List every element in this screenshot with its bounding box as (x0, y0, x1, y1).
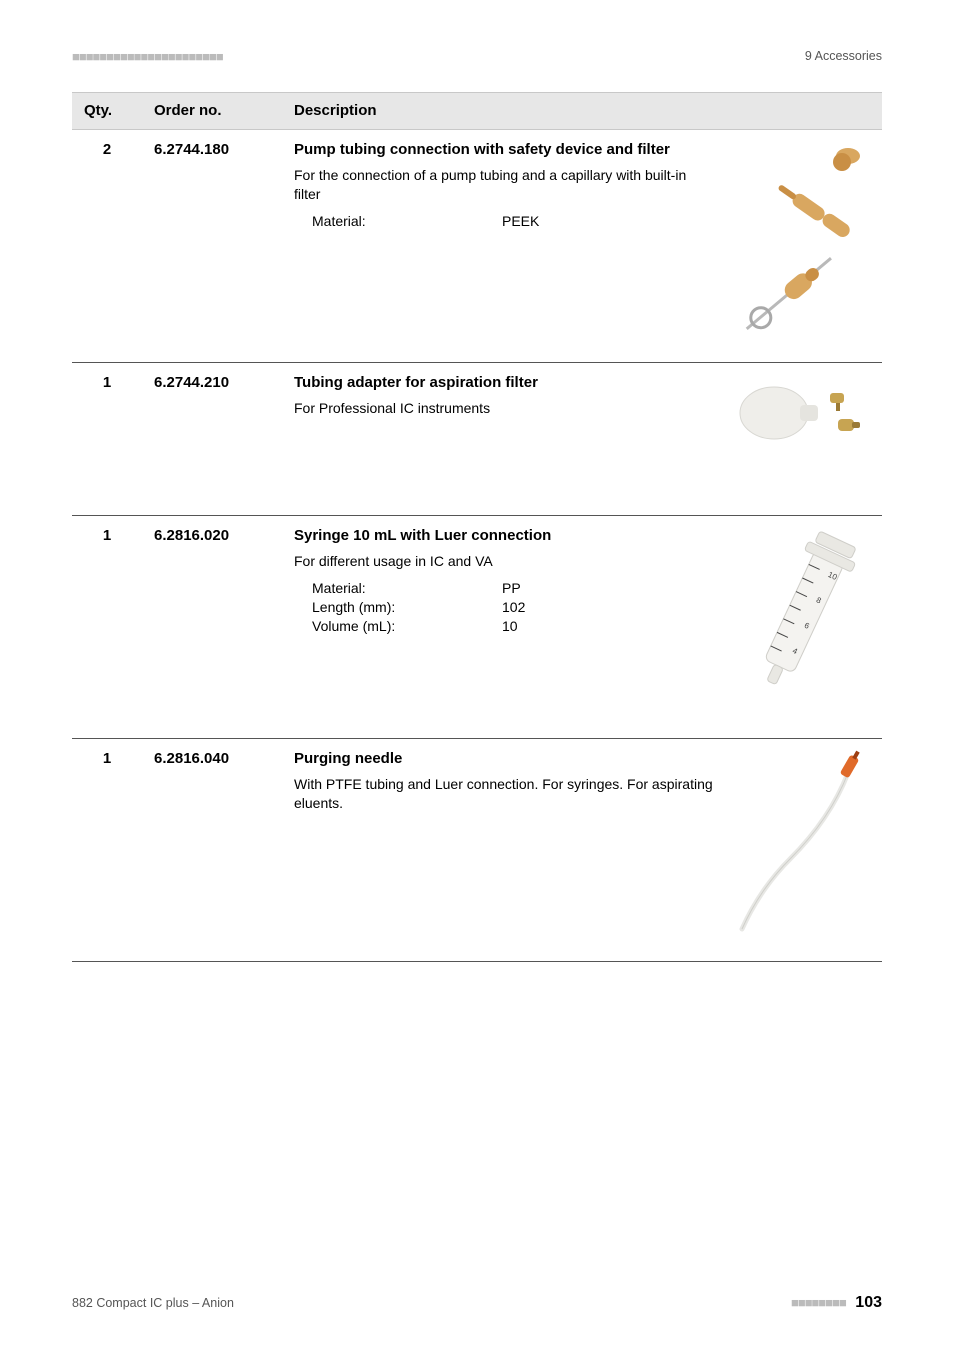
spec-val: PP (502, 579, 521, 598)
page-footer: 882 Compact IC plus – Anion ■■■■■■■■ 103 (72, 1292, 882, 1314)
item-image: 10 8 6 4 (730, 526, 870, 716)
accessories-table: Qty. Order no. Description 2 6.2744.180 … (72, 92, 882, 962)
col-order: Order no. (142, 92, 282, 129)
item-image (730, 140, 870, 340)
item-image (730, 373, 870, 493)
qty-cell: 1 (72, 515, 142, 738)
footer-page: 103 (855, 1294, 882, 1311)
item-image (730, 749, 870, 939)
table-row: 1 6.2816.040 Purging needle With PTFE tu… (72, 738, 882, 961)
spec-key: Material: (312, 212, 502, 231)
item-title: Tubing adapter for aspiration filter (294, 373, 714, 393)
spec-val: PEEK (502, 212, 539, 231)
order-cell: 6.2744.210 (142, 362, 282, 515)
table-row: 1 6.2744.210 Tubing adapter for aspirati… (72, 362, 882, 515)
spec-line: Volume (mL): 10 (312, 617, 714, 636)
item-body: For the connection of a pump tubing and … (294, 166, 714, 204)
item-body: For Professional IC instruments (294, 399, 714, 418)
spec-val: 102 (502, 598, 525, 617)
item-title: Pump tubing connection with safety devic… (294, 140, 714, 160)
spec-key: Length (mm): (312, 598, 502, 617)
item-title: Syringe 10 mL with Luer connection (294, 526, 714, 546)
spec-line: Material: PEEK (312, 212, 714, 231)
qty-cell: 2 (72, 129, 142, 362)
order-cell: 6.2744.180 (142, 129, 282, 362)
col-desc: Description (282, 92, 882, 129)
spec-key: Material: (312, 579, 502, 598)
item-body: For different usage in IC and VA (294, 552, 714, 571)
spec-line: Length (mm): 102 (312, 598, 714, 617)
spec-key: Volume (mL): (312, 617, 502, 636)
qty-cell: 1 (72, 738, 142, 961)
order-cell: 6.2816.020 (142, 515, 282, 738)
table-row: 2 6.2744.180 Pump tubing connection with… (72, 129, 882, 362)
spec-val: 10 (502, 617, 518, 636)
section-label: 9 Accessories (805, 48, 882, 65)
table-row: 1 6.2816.020 Syringe 10 mL with Luer con… (72, 515, 882, 738)
order-cell: 6.2816.040 (142, 738, 282, 961)
qty-cell: 1 (72, 362, 142, 515)
footer-product: 882 Compact IC plus – Anion (72, 1295, 234, 1312)
spec-line: Material: PP (312, 579, 714, 598)
header-stripes: ■■■■■■■■■■■■■■■■■■■■■■ (72, 48, 223, 66)
item-title: Purging needle (294, 749, 714, 769)
col-qty: Qty. (72, 92, 142, 129)
footer-stripes: ■■■■■■■■ (791, 1295, 846, 1310)
item-body: With PTFE tubing and Luer connection. Fo… (294, 775, 714, 813)
